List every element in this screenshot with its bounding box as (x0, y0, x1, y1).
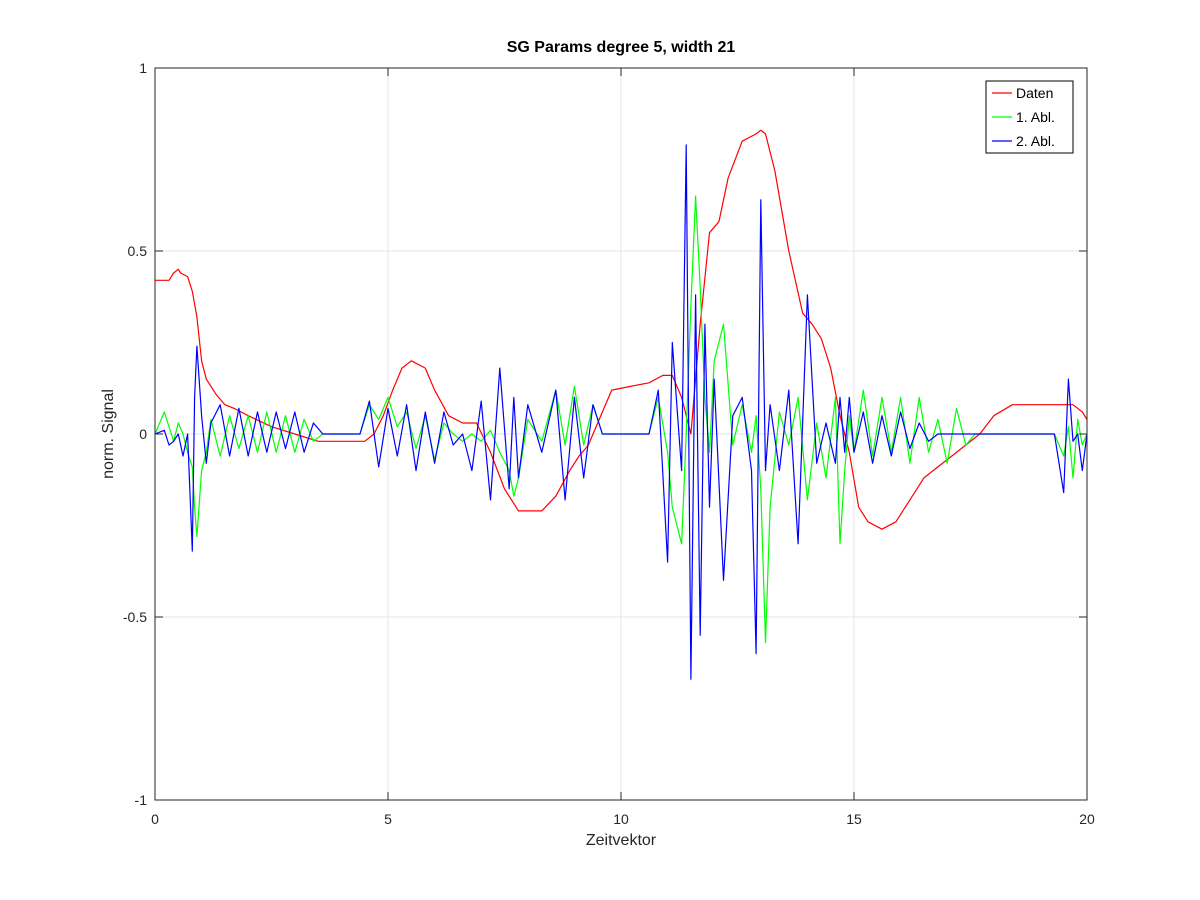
tick-layer: 0 5 10 15 20 -1 -0.5 0 0.5 1 (123, 60, 1095, 827)
x-axis-label: Zeitvektor (586, 832, 657, 849)
legend: Daten 1. Abl. 2. Abl. (985, 80, 1074, 154)
x-tick-label: 10 (613, 811, 629, 827)
chart-title: SG Params degree 5, width 21 (507, 39, 736, 56)
legend-label-2-abl: 2. Abl. (1016, 133, 1055, 149)
y-tick-label: -1 (135, 792, 148, 808)
y-tick-label: -0.5 (123, 609, 147, 625)
x-tick-label: 20 (1079, 811, 1095, 827)
x-tick-label: 0 (151, 811, 159, 827)
series-line-2-abl (155, 144, 1087, 680)
series-layer (155, 129, 1087, 680)
legend-label-daten: Daten (1016, 85, 1053, 101)
y-tick-label: 0.5 (128, 243, 148, 259)
y-tick-label: 0 (139, 426, 147, 442)
y-tick-label: 1 (139, 60, 147, 76)
y-axis-label: norm. Signal (100, 389, 117, 479)
legend-label-1-abl: 1. Abl. (1016, 109, 1055, 125)
x-tick-label: 15 (846, 811, 862, 827)
x-tick-label: 5 (384, 811, 392, 827)
